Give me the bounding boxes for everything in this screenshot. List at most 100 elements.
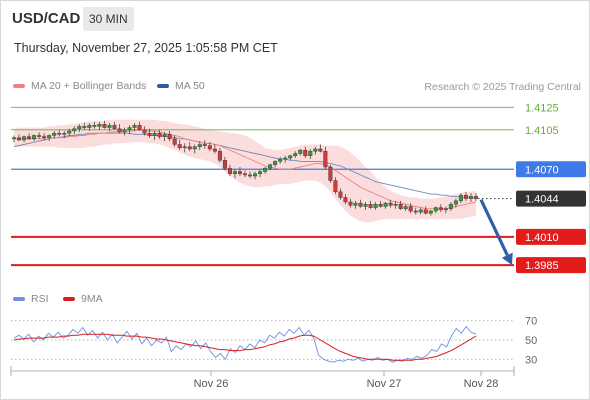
candle xyxy=(117,124,122,134)
candle xyxy=(232,169,237,179)
candle-body xyxy=(363,204,368,207)
candle xyxy=(197,141,202,151)
candle xyxy=(393,200,398,209)
candle-body xyxy=(112,125,117,129)
support-price-tag: 1.4010 xyxy=(516,228,586,245)
candle-body xyxy=(383,202,388,207)
candle-body xyxy=(22,136,27,141)
candle xyxy=(42,133,47,140)
candle-body xyxy=(237,171,242,174)
candle-body xyxy=(27,136,32,140)
rsi-swatch xyxy=(13,297,25,301)
candle-body xyxy=(408,206,413,212)
candle xyxy=(278,156,283,164)
candle xyxy=(428,209,433,216)
candle-body xyxy=(338,191,343,198)
chart-datetime: Thursday, November 27, 2025 1:05:58 PM C… xyxy=(14,41,278,55)
candle xyxy=(303,146,308,158)
candle xyxy=(147,128,152,138)
candle xyxy=(102,120,107,129)
candle-body xyxy=(438,207,443,211)
candle-body xyxy=(137,125,142,131)
current-tag-label: 1.4044 xyxy=(525,194,559,206)
candle-body xyxy=(273,161,278,165)
projection-arrow-shaft xyxy=(479,199,509,256)
candle xyxy=(152,130,157,140)
candle-body xyxy=(358,202,363,207)
candle xyxy=(403,204,408,211)
candle-body xyxy=(303,149,308,156)
rsi-tick-label: 30 xyxy=(525,354,537,366)
candle xyxy=(413,207,418,215)
legend-ma20: MA 20 + Bollinger Bands xyxy=(13,80,146,92)
candle-body xyxy=(67,130,72,134)
candle xyxy=(474,192,479,201)
candle-body xyxy=(87,125,92,128)
candle xyxy=(353,200,358,209)
candle-body xyxy=(207,145,212,150)
candle-body xyxy=(242,173,247,176)
current-price-tag: 1.4044 xyxy=(516,190,586,207)
candle-body xyxy=(423,209,428,214)
candle xyxy=(167,130,172,142)
candle-body xyxy=(313,148,318,152)
candle xyxy=(122,127,127,136)
candle xyxy=(32,134,37,142)
candle xyxy=(333,177,338,195)
candle-body xyxy=(288,155,293,159)
candle xyxy=(263,167,268,174)
candle xyxy=(112,121,117,130)
candle-body xyxy=(117,128,122,133)
candle-body xyxy=(97,123,102,127)
candle-body xyxy=(132,125,137,128)
current-tag-bg xyxy=(516,190,586,207)
rsi-ma-swatch xyxy=(63,297,75,301)
candle-body xyxy=(42,136,47,138)
time-axis-label: Nov 26 xyxy=(194,378,229,390)
candle-body xyxy=(398,204,403,209)
candle-body xyxy=(187,146,192,150)
ma50-swatch xyxy=(157,84,169,88)
rsi-tick-label: 70 xyxy=(525,316,537,328)
candle xyxy=(258,169,263,178)
candle xyxy=(162,132,167,142)
candle xyxy=(227,164,232,177)
candle-body xyxy=(162,134,167,137)
candle xyxy=(77,124,82,133)
candle-body xyxy=(388,202,393,206)
candle xyxy=(468,192,473,202)
support-tag-label: 1.3985 xyxy=(525,260,559,272)
candle xyxy=(248,171,253,179)
rsi-ma-line xyxy=(13,333,477,361)
candle xyxy=(418,207,423,215)
candle xyxy=(27,133,32,140)
timeframe-badge[interactable]: 30 MIN xyxy=(83,7,134,31)
candle xyxy=(62,130,67,138)
legend-ma20-label: MA 20 + Bollinger Bands xyxy=(31,80,147,92)
candle-body xyxy=(348,201,353,206)
candle xyxy=(443,206,448,214)
candle-body xyxy=(428,210,433,214)
candle xyxy=(283,155,288,163)
candle-body xyxy=(217,151,222,161)
candle-body xyxy=(278,158,283,162)
legend-rsi-label: RSI xyxy=(31,293,49,305)
ma50-line xyxy=(13,132,477,200)
candle xyxy=(97,121,102,130)
candle xyxy=(383,201,388,209)
candle xyxy=(453,198,458,208)
rsi-tick-label: 50 xyxy=(525,335,537,347)
candle-body xyxy=(353,202,358,206)
candle-body xyxy=(308,151,313,156)
candle xyxy=(57,129,62,137)
candle xyxy=(308,148,313,160)
candle-body xyxy=(328,166,333,181)
candle-body xyxy=(323,151,328,168)
candle xyxy=(202,139,207,149)
support-tag-bg xyxy=(516,228,586,245)
candle-body xyxy=(263,167,268,172)
candle xyxy=(318,144,323,153)
candle-body xyxy=(463,194,468,199)
candle xyxy=(242,170,247,178)
